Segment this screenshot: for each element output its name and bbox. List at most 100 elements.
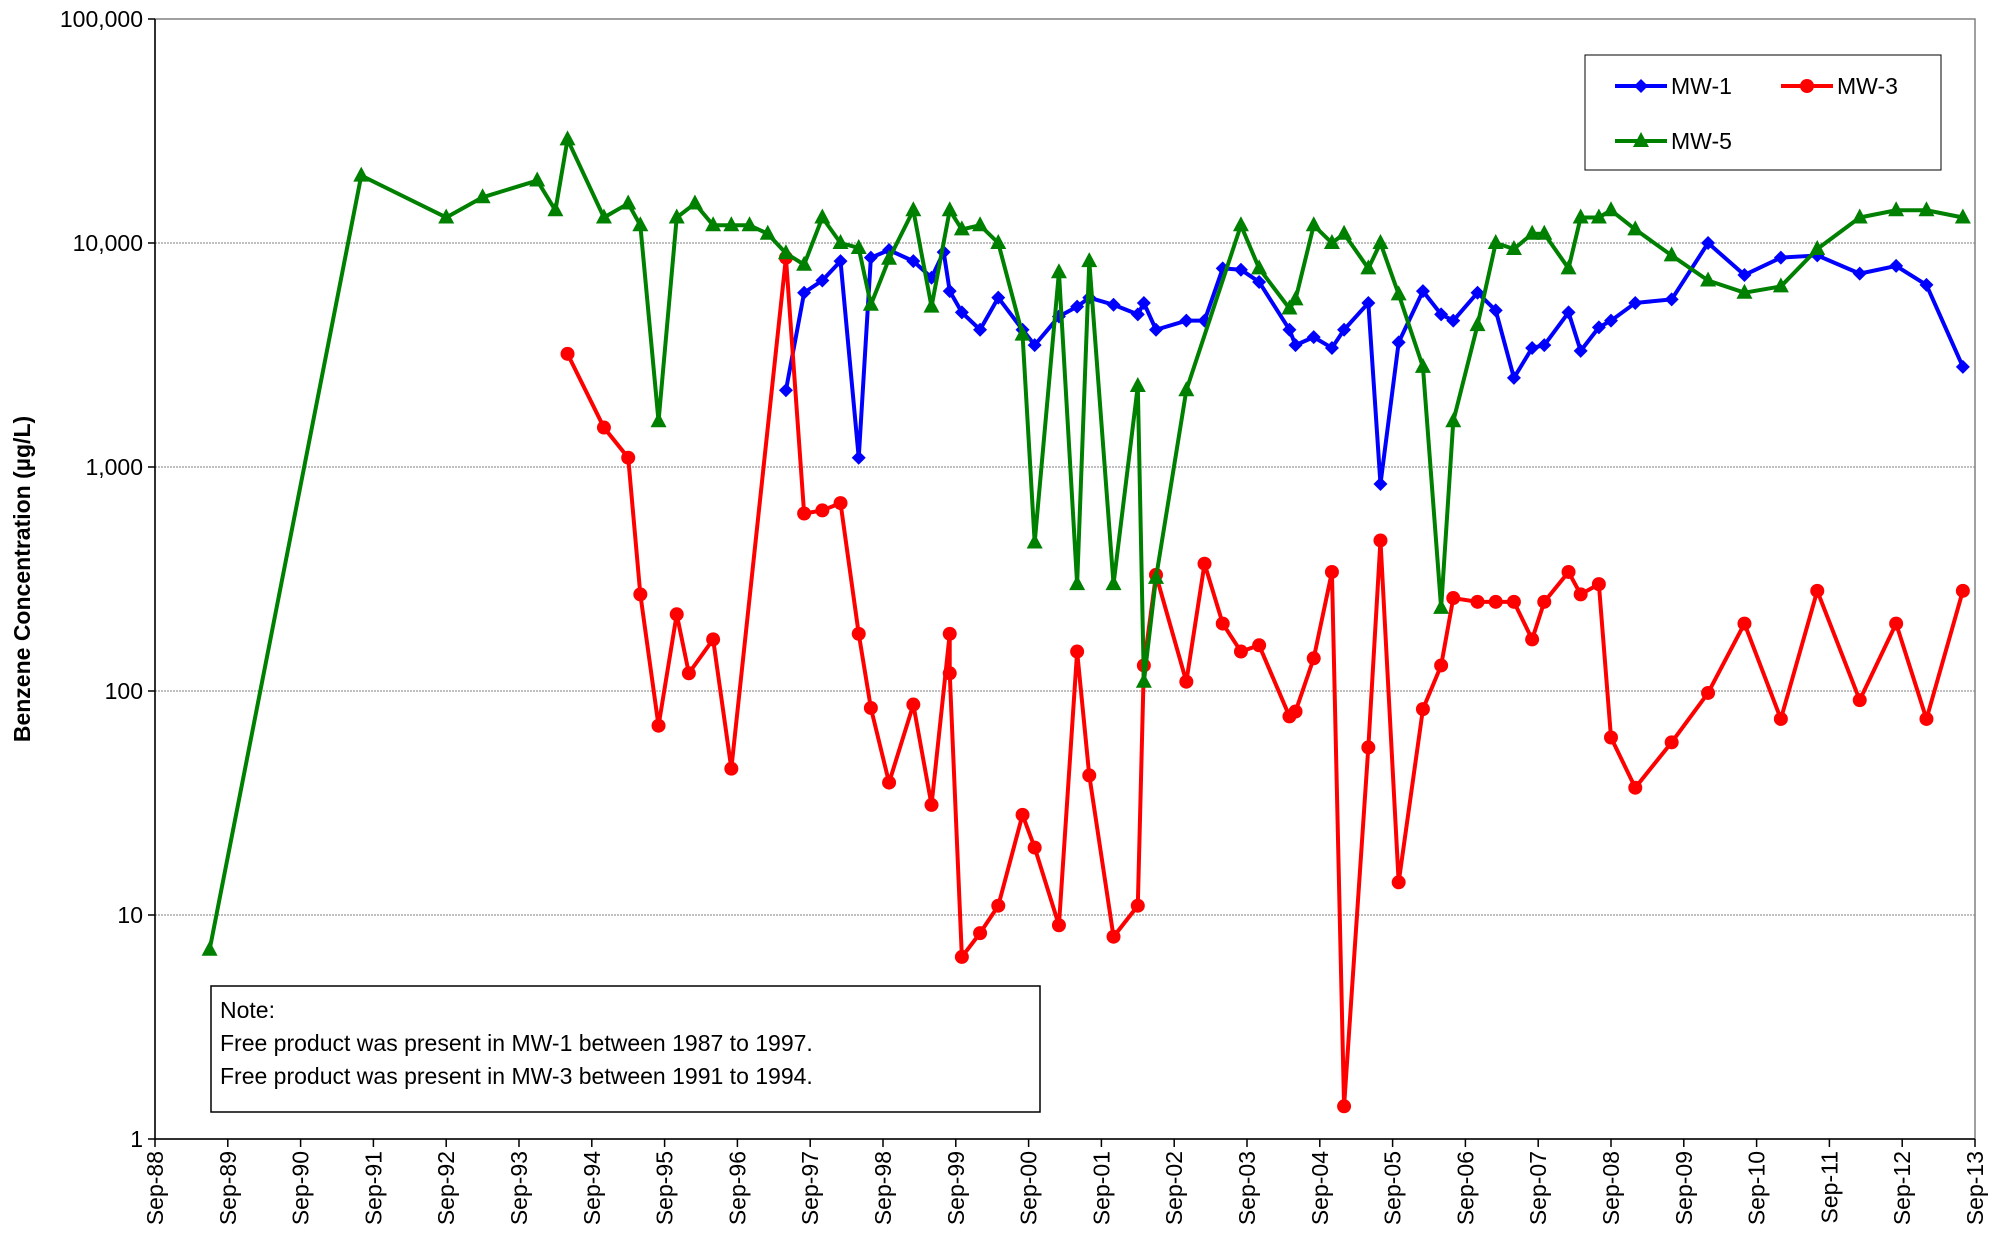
- data-point: [1955, 583, 1970, 598]
- data-point: [973, 322, 988, 337]
- data-point: [1889, 258, 1904, 273]
- data-point: [1524, 224, 1541, 240]
- data-point: [650, 412, 667, 428]
- data-point: [814, 208, 831, 224]
- legend-label: MW-3: [1837, 73, 1898, 99]
- data-point: [1737, 267, 1752, 282]
- data-point: [863, 700, 878, 715]
- data-point: [1323, 234, 1340, 249]
- data-point: [777, 244, 794, 260]
- data-point: [1773, 250, 1788, 265]
- data-point: [1070, 644, 1085, 659]
- data-point: [1603, 201, 1619, 217]
- data-point: [1106, 297, 1121, 312]
- data-point: [1809, 240, 1826, 256]
- x-tick-label: Sep-06: [1452, 1151, 1478, 1225]
- data-point: [1469, 316, 1486, 332]
- data-point: [1604, 313, 1618, 328]
- data-point: [797, 285, 812, 300]
- data-point: [1505, 240, 1522, 256]
- data-point: [796, 255, 813, 271]
- data-point: [1288, 338, 1303, 353]
- data-point: [1955, 359, 1970, 374]
- y-tick-label: 10: [117, 902, 143, 928]
- data-point: [1536, 224, 1553, 240]
- data-point: [1306, 651, 1321, 666]
- data-point: [1701, 236, 1716, 250]
- data-point: [1233, 644, 1248, 659]
- data-point: [1628, 780, 1643, 795]
- data-point: [1433, 598, 1450, 614]
- data-point: [1252, 274, 1267, 289]
- data-point: [954, 949, 969, 964]
- legend-marker: [1634, 79, 1648, 93]
- data-point: [1361, 740, 1376, 755]
- data-point: [1737, 616, 1752, 631]
- data-point: [1537, 338, 1552, 353]
- data-point: [1130, 307, 1145, 322]
- data-point: [1700, 271, 1717, 287]
- data-point: [1215, 616, 1230, 631]
- data-point: [559, 130, 576, 146]
- data-point: [1415, 702, 1430, 717]
- plot-area: [154, 18, 1976, 1140]
- data-point: [1324, 340, 1339, 355]
- data-point: [1390, 285, 1407, 301]
- note-text: Free product was present in MW-1 between…: [220, 1030, 813, 1056]
- data-point: [1232, 216, 1249, 232]
- data-point: [1373, 476, 1388, 491]
- y-axis-label: Benzene Concentration (µg/L): [9, 416, 35, 742]
- data-point: [1372, 234, 1389, 249]
- data-point: [942, 626, 957, 641]
- data-point: [1488, 303, 1503, 318]
- data-point: [547, 201, 564, 217]
- data-point: [1050, 263, 1067, 279]
- data-point: [1851, 208, 1868, 224]
- x-tick-label: Sep-90: [288, 1151, 314, 1225]
- note-box: [210, 985, 1041, 1113]
- data-point: [1027, 338, 1042, 353]
- data-point: [723, 216, 740, 232]
- data-point: [1591, 577, 1606, 592]
- y-tick-label: 1,000: [85, 454, 143, 480]
- data-point: [851, 626, 866, 641]
- x-tick-label: Sep-05: [1380, 1151, 1406, 1225]
- data-point: [633, 587, 648, 602]
- x-tick-label: Sep-91: [360, 1151, 386, 1225]
- data-point: [1470, 285, 1485, 300]
- data-point: [1663, 246, 1680, 262]
- data-point: [778, 383, 793, 398]
- data-point: [990, 234, 1007, 249]
- data-point: [1337, 322, 1352, 337]
- data-point: [596, 420, 611, 435]
- data-point: [741, 216, 758, 232]
- note-text: Note:: [220, 997, 275, 1023]
- data-point: [1889, 616, 1904, 631]
- data-point: [1852, 693, 1867, 708]
- data-point: [1391, 875, 1406, 890]
- y-tick-label: 1: [130, 1126, 143, 1152]
- data-point: [815, 503, 830, 518]
- data-point: [669, 607, 684, 622]
- data-point: [1772, 277, 1789, 293]
- data-point: [1336, 224, 1353, 240]
- data-point: [1591, 320, 1606, 335]
- data-point: [1537, 594, 1552, 609]
- data-point: [1281, 299, 1298, 315]
- x-tick-label: Sep-01: [1088, 1151, 1114, 1225]
- data-point: [1148, 568, 1164, 584]
- data-point: [1233, 262, 1248, 277]
- data-point: [1525, 632, 1540, 647]
- data-point: [1027, 840, 1042, 855]
- data-point: [560, 346, 575, 361]
- data-point: [438, 208, 455, 224]
- data-point: [832, 234, 849, 249]
- data-point: [1446, 591, 1461, 606]
- data-point: [797, 506, 812, 521]
- data-point: [1561, 564, 1576, 579]
- data-point: [1282, 322, 1297, 337]
- x-tick-label: Sep-88: [142, 1151, 168, 1225]
- data-point: [1888, 201, 1905, 217]
- x-tick-label: Sep-12: [1889, 1151, 1915, 1225]
- data-point: [942, 666, 957, 681]
